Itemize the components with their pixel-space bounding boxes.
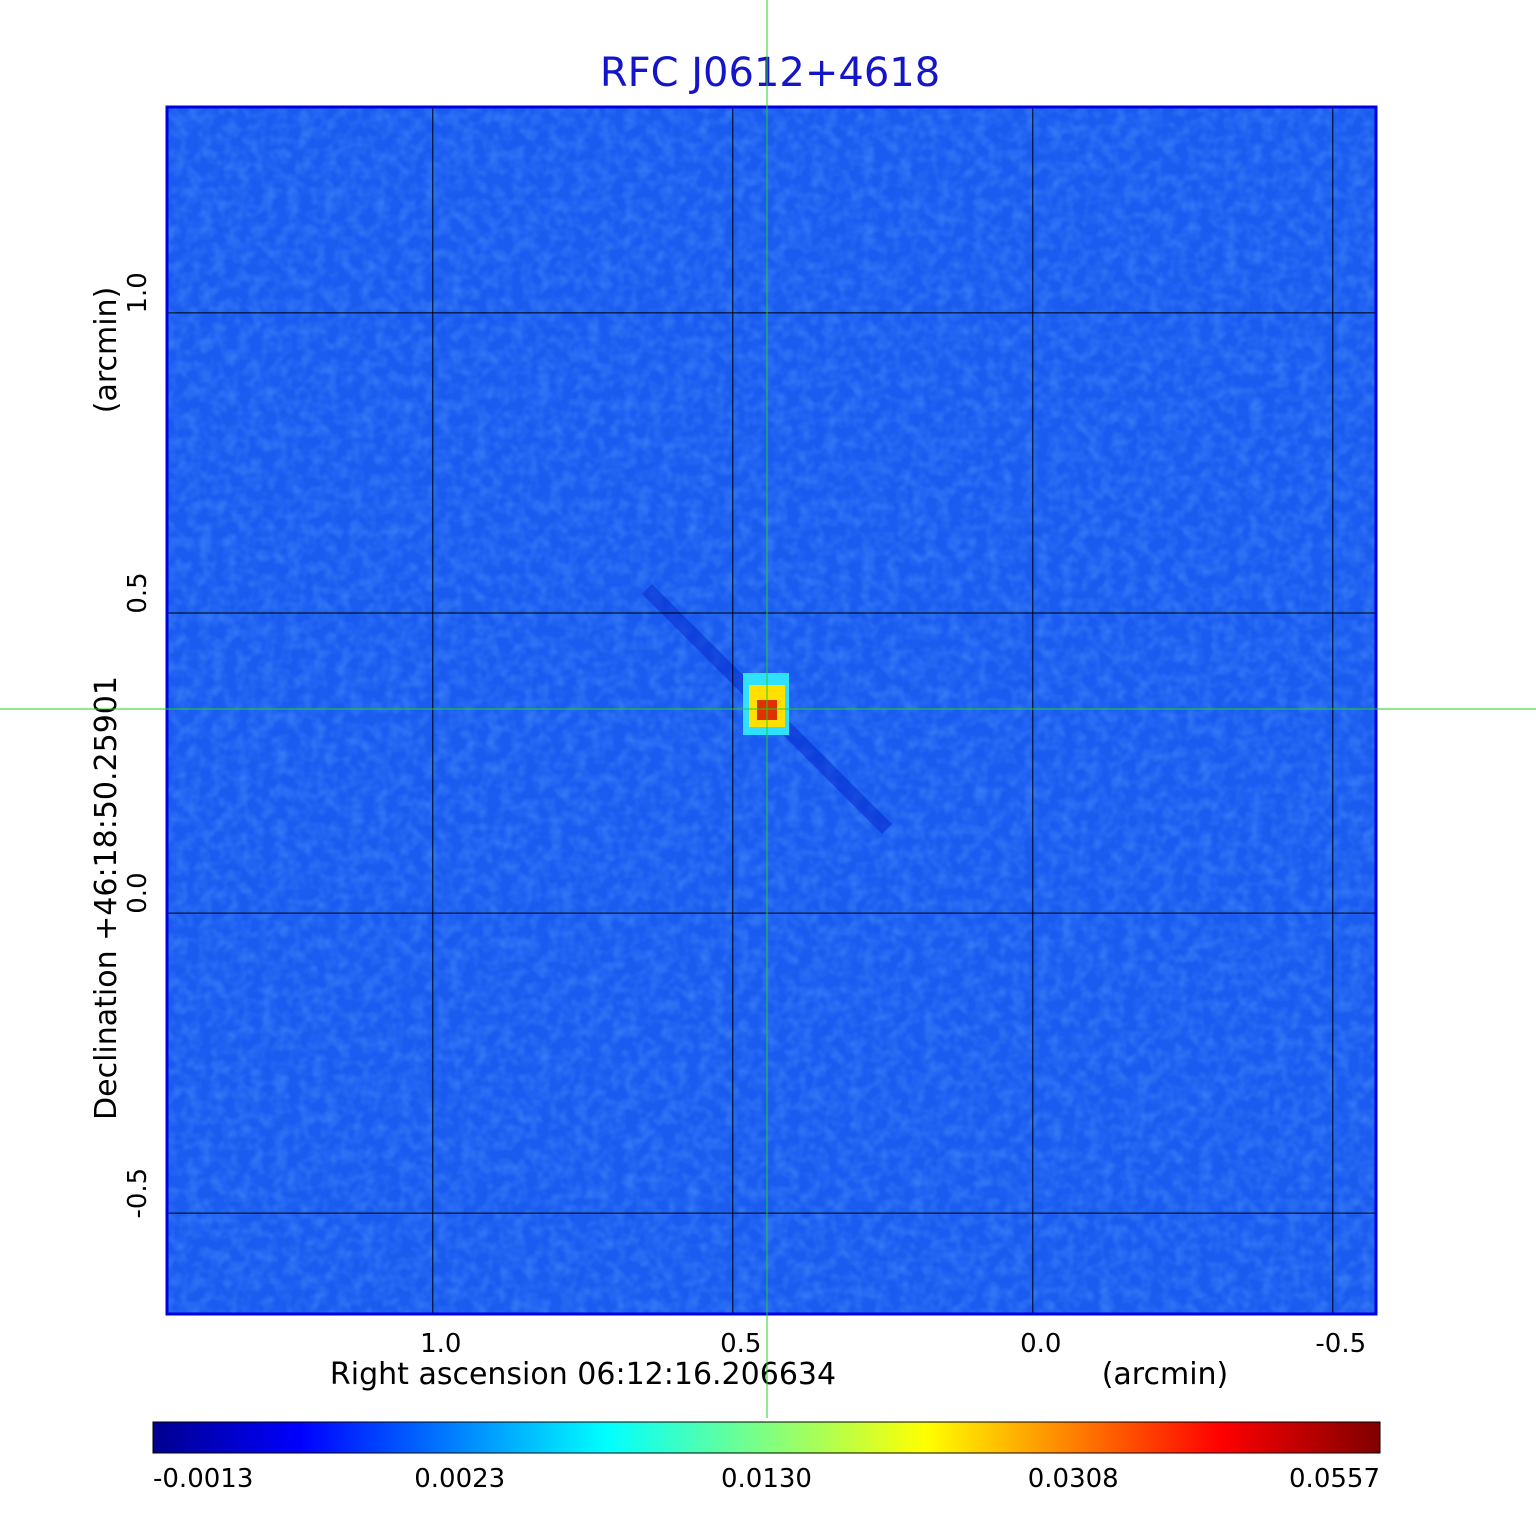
y-tick-label: 1.0: [123, 272, 153, 313]
x-tick-label: 1.0: [420, 1329, 461, 1359]
colorbar: [152, 1421, 1381, 1454]
colorbar-tick-label: -0.0013: [153, 1464, 253, 1494]
colorbar-tick-label: 0.0557: [1289, 1464, 1380, 1494]
y-tick-label: -0.5: [123, 1168, 153, 1219]
x-axis-unit: (arcmin): [1102, 1357, 1229, 1392]
plot-area: [167, 107, 1376, 1314]
x-axis-label: Right ascension 06:12:16.206634: [330, 1357, 836, 1392]
y-tick-label: 0.0: [123, 872, 153, 913]
colorbar-tick-label: 0.0308: [1028, 1464, 1119, 1494]
colorbar-tick-label: 0.0023: [414, 1464, 505, 1494]
plot-frame: [165, 105, 1378, 1316]
x-tick-label: 0.0: [1020, 1329, 1061, 1359]
x-tick-label: 0.5: [720, 1329, 761, 1359]
y-axis-label: Declination +46:18:50.25901: [89, 676, 124, 1120]
y-axis-unit: (arcmin): [89, 287, 124, 414]
chart-title: RFC J0612+4618: [600, 50, 940, 96]
y-tick-label: 0.5: [123, 572, 153, 613]
x-tick-label: -0.5: [1315, 1329, 1366, 1359]
colorbar-tick-label: 0.0130: [721, 1464, 812, 1494]
